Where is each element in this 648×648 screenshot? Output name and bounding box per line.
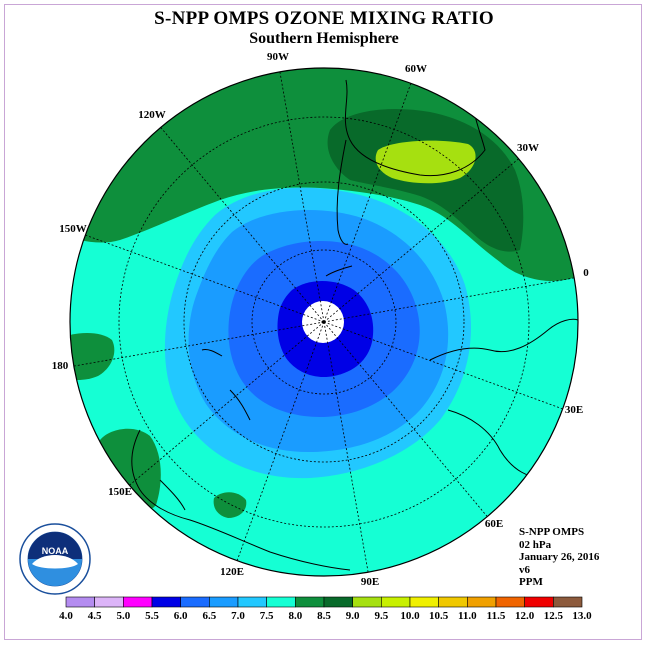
info-pressure: 02 hPa [519, 538, 552, 551]
australia-coast [131, 429, 351, 571]
longitude-label: 60W [405, 63, 427, 75]
contour-8-0-patch-120e [213, 492, 247, 518]
longitude-label: 150W [59, 223, 87, 235]
south-america-coast [344, 79, 486, 177]
longitude-label: 60E [485, 518, 503, 530]
longitude-label: 30W [517, 142, 539, 154]
info-units: PPM [519, 576, 543, 588]
tasmania-coast [229, 389, 251, 421]
graticule [73, 71, 575, 573]
africa-coast [429, 318, 578, 361]
info-date: January 26, 2016 [519, 551, 600, 563]
dataset-info: S-NPP OMPS 02 hPa January 26, 2016 v6 PP… [519, 526, 599, 589]
ross-ice-edge [201, 349, 223, 357]
longitude-label: 120E [220, 566, 244, 578]
noaa-logo-text: NOAA [42, 546, 69, 556]
contour-9-0-patch [375, 140, 476, 184]
longitude-label: 90E [361, 576, 379, 588]
longitude-label: 180 [52, 360, 69, 372]
ozone-field [70, 68, 578, 576]
map-title: S-NPP OMPS OZONE MIXING RATIO [154, 8, 494, 29]
latitude-circle [183, 181, 465, 463]
longitude-label: 90W [267, 51, 289, 63]
antarctic-peninsula [325, 265, 353, 277]
longitude-label: 120W [138, 109, 166, 121]
longitude-labels: 90W 60W 30W 0 30E 60E 90E 120E 150E 180 150W 120W [52, 51, 590, 588]
map-boundary [69, 67, 579, 577]
new-zealand-coast [159, 479, 186, 511]
map-subtitle: Southern Hemisphere [249, 30, 399, 47]
south-america-tip [336, 139, 349, 245]
figure-frame [4, 4, 642, 640]
noaa-logo-icon: NOAA [19, 523, 91, 595]
longitude-label: 30E [565, 404, 583, 416]
info-instrument: S-NPP OMPS [519, 526, 585, 538]
pole-center [321, 320, 325, 324]
latitude-circle [251, 249, 397, 395]
latitude-circle [118, 116, 530, 528]
longitude-label: 0 [583, 267, 589, 279]
contour-8-0-band-north [70, 68, 578, 281]
longitude-label: 150E [108, 486, 132, 498]
contour-8-0-patch-150e [99, 428, 161, 511]
info-version: v6 [519, 563, 530, 576]
